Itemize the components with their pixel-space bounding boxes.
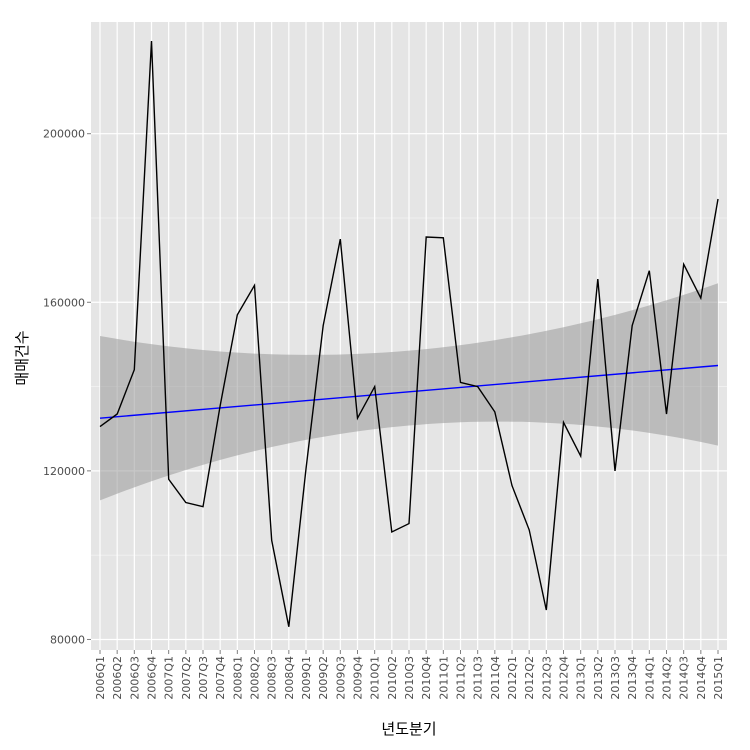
x-tick-label: 2007Q2: [180, 656, 193, 700]
x-tick-label: 2014Q4: [695, 656, 708, 700]
x-tick-label: 2009Q3: [334, 656, 347, 700]
x-tick-label: 2011Q3: [472, 656, 485, 700]
x-tick-label: 2009Q4: [352, 656, 365, 700]
x-tick-label: 2008Q3: [266, 656, 279, 700]
x-tick-label: 2007Q4: [214, 656, 227, 700]
y-tick-label: 120000: [43, 465, 85, 478]
x-tick-label: 2012Q1: [506, 656, 519, 700]
x-axis: 2006Q1 2006Q2 2006Q3 2006Q4 2007Q1 2007Q2 2007…: [94, 650, 725, 700]
x-tick-label: 2008Q4: [283, 656, 296, 700]
series-line: [99, 40, 719, 627]
x-tick-label: 2012Q2: [523, 656, 536, 700]
x-tick-label: 2014Q2: [661, 656, 674, 700]
y-tick-label: 200000: [43, 128, 85, 141]
x-tick-label: 2010Q1: [369, 656, 382, 700]
x-tick-label: 2006Q4: [146, 656, 159, 700]
x-tick-label: 2012Q3: [540, 656, 553, 700]
trend-layer: [99, 364, 719, 419]
x-tick-label: 2007Q1: [163, 656, 176, 700]
x-tick-label: 2006Q2: [111, 656, 124, 700]
x-tick-label: 2012Q4: [558, 656, 571, 700]
x-tick-label: 2008Q2: [249, 656, 262, 700]
x-tick-label: 2013Q3: [609, 656, 622, 700]
x-tick-label: 2010Q2: [386, 656, 399, 700]
trend-line: [99, 364, 719, 419]
x-tick-label: 2010Q4: [420, 656, 433, 700]
series-layer: [99, 40, 719, 627]
x-tick-label: 2009Q1: [300, 656, 313, 700]
x-tick-label: 2006Q3: [128, 656, 141, 700]
y-axis: 80000 120000 160000 200000: [43, 128, 91, 646]
x-tick-label: 2014Q1: [643, 656, 656, 700]
y-axis-title: 매매건수: [13, 330, 31, 385]
grid: [91, 22, 727, 650]
x-tick-label: 2008Q1: [231, 656, 244, 700]
x-tick-label: 2007Q3: [197, 656, 210, 700]
x-tick-label: 2006Q1: [94, 656, 107, 700]
x-tick-label: 2009Q2: [317, 656, 330, 700]
x-axis-title: 년도분기: [381, 720, 436, 738]
y-tick-label: 80000: [50, 633, 85, 646]
x-tick-label: 2015Q1: [712, 656, 725, 700]
x-tick-label: 2011Q2: [455, 656, 468, 700]
x-tick-label: 2013Q4: [626, 656, 639, 700]
x-tick-label: 2011Q4: [489, 656, 502, 700]
x-tick-label: 2010Q3: [403, 656, 416, 700]
x-tick-label: 2013Q1: [575, 656, 588, 700]
y-tick-label: 160000: [43, 296, 85, 309]
x-tick-label: 2013Q2: [592, 656, 605, 700]
x-tick-label: 2014Q3: [678, 656, 691, 700]
x-tick-label: 2011Q1: [437, 656, 450, 700]
